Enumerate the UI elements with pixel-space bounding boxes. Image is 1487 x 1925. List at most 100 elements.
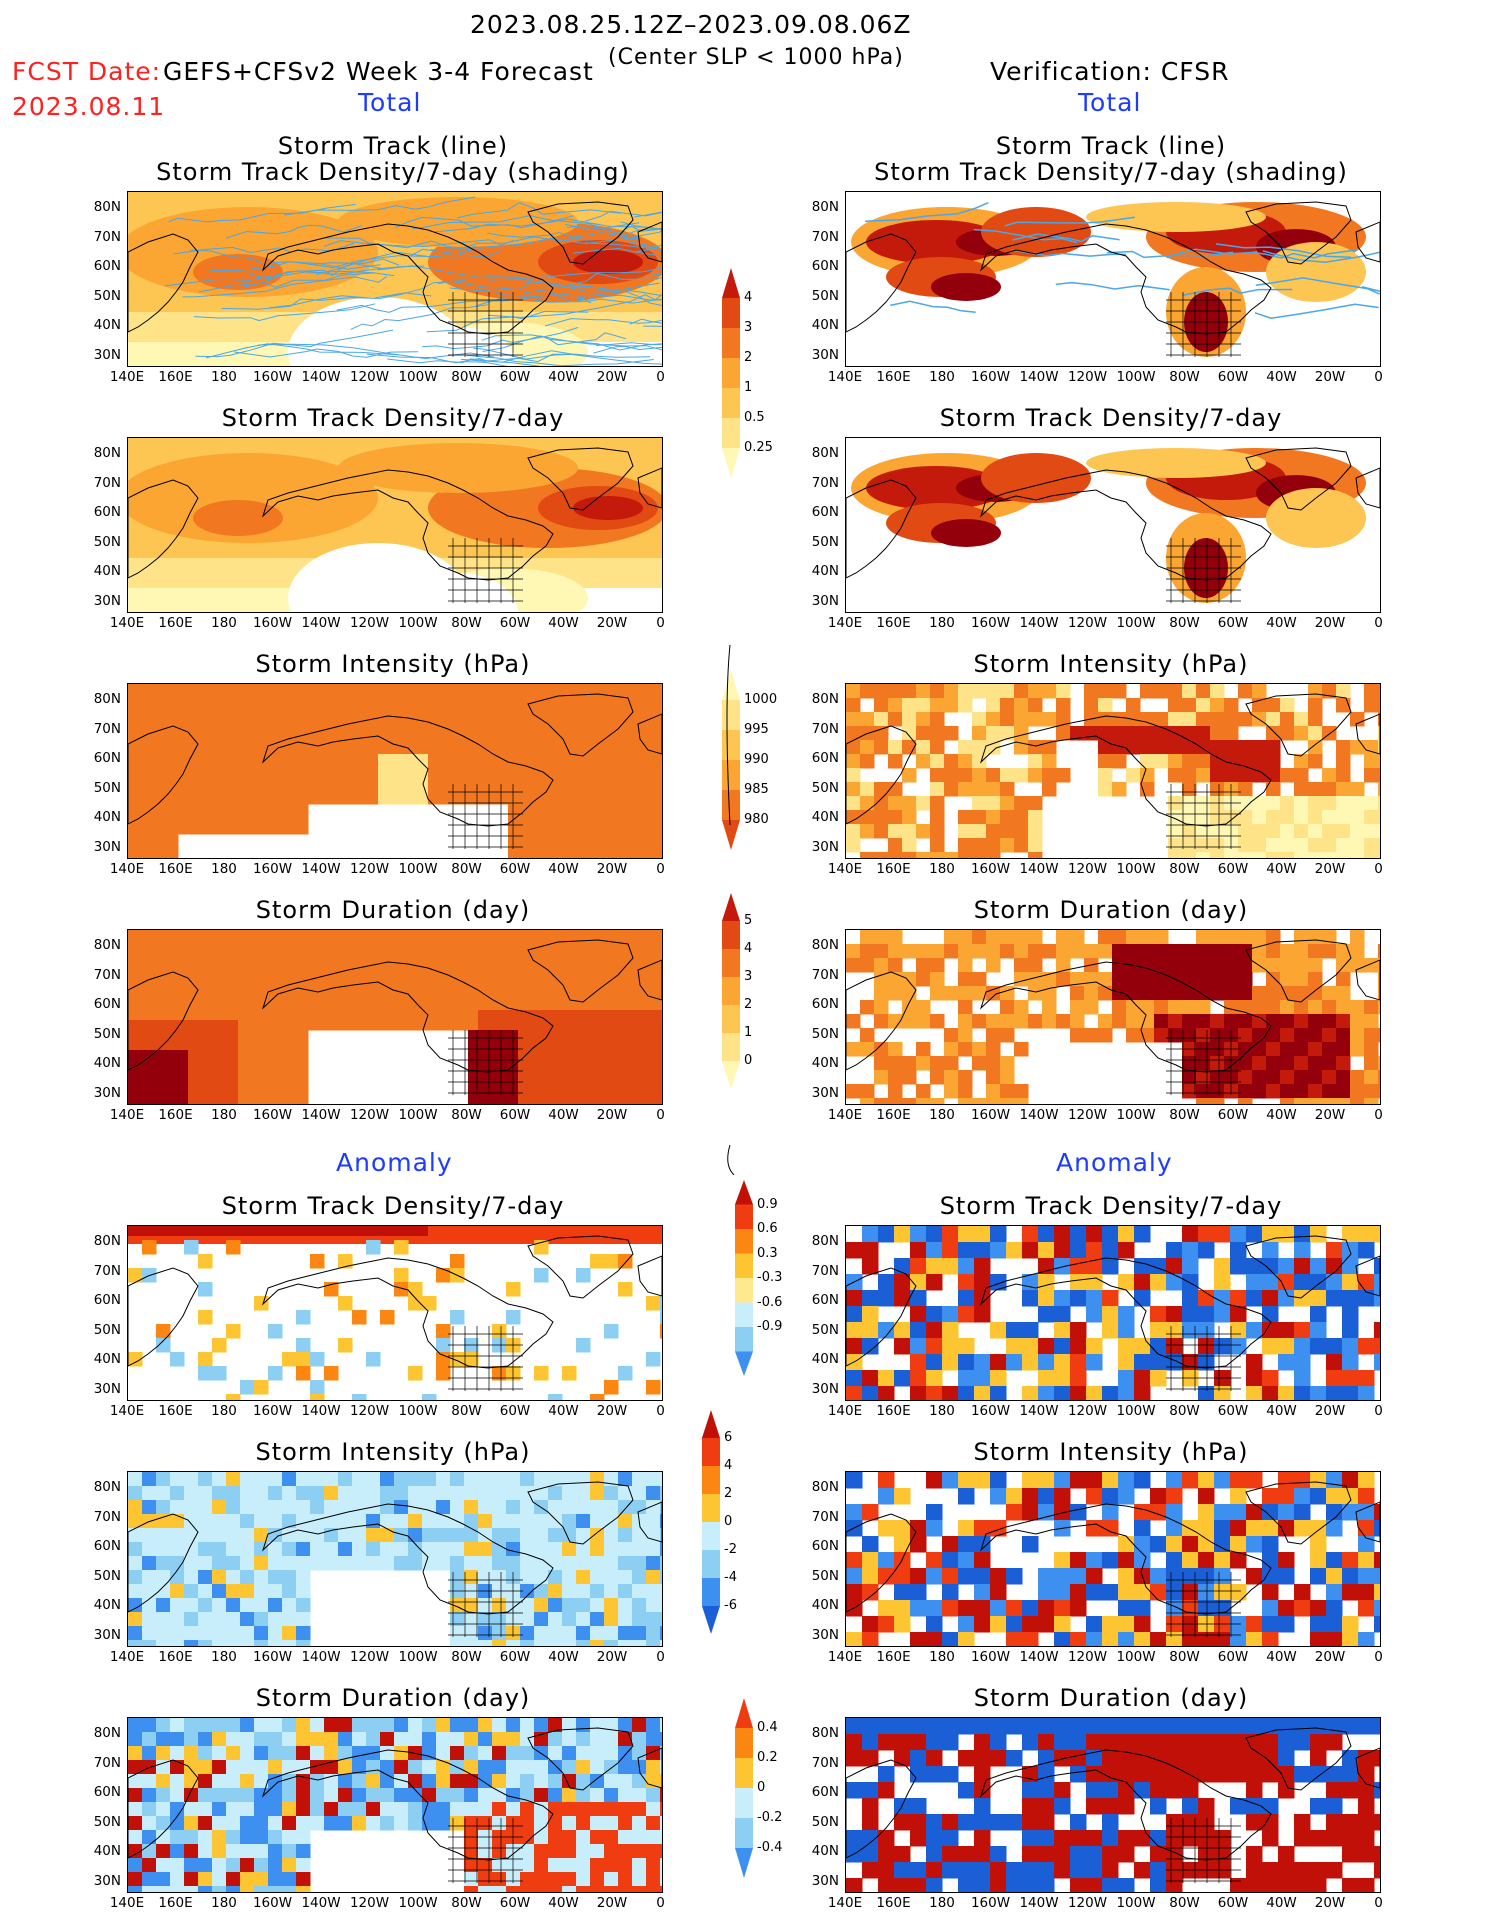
grid-cell xyxy=(1154,930,1169,945)
grid-cell xyxy=(1014,810,1029,825)
shading-region xyxy=(981,207,1091,257)
grid-cell xyxy=(972,824,987,839)
grid-cell xyxy=(1134,1370,1151,1387)
grid-cell xyxy=(1210,768,1225,783)
grid-cell xyxy=(874,824,889,839)
grid-cell xyxy=(156,1338,171,1353)
grid-cell xyxy=(1196,1028,1211,1043)
lon-label: 0 xyxy=(1374,1107,1383,1123)
grid-cell xyxy=(874,810,889,825)
grid-cell xyxy=(1086,1488,1103,1505)
colorbar-density-anom xyxy=(733,1180,755,1382)
grid-cell xyxy=(990,1862,1007,1879)
grid-cell xyxy=(1196,726,1211,741)
grid-cell xyxy=(548,1760,563,1775)
grid-cell xyxy=(846,824,861,839)
grid-cell xyxy=(878,1488,895,1505)
grid-cell xyxy=(1118,1226,1135,1243)
grid-cell xyxy=(258,804,269,815)
grid-cell xyxy=(508,744,519,755)
grid-cell xyxy=(1038,1766,1055,1783)
grid-cell xyxy=(288,1000,299,1011)
grid-cell xyxy=(1022,1226,1039,1243)
grid-cell xyxy=(254,1542,269,1557)
grid-cell xyxy=(1038,1386,1055,1400)
grid-cell xyxy=(562,1612,577,1627)
coastline xyxy=(527,1727,634,1791)
grid-cell xyxy=(1336,754,1351,769)
coastline xyxy=(846,725,917,825)
grid-cell xyxy=(618,1886,633,1892)
lat-label: 60N xyxy=(811,1784,839,1800)
grid-cell xyxy=(538,1040,549,1051)
grid-cell xyxy=(498,784,509,795)
grid-cell xyxy=(1154,972,1169,987)
grid-cell xyxy=(366,1240,381,1255)
grid-cell xyxy=(198,764,209,775)
grid-cell xyxy=(1374,1782,1380,1799)
grid-cell xyxy=(498,1040,509,1051)
grid-cell xyxy=(1140,782,1155,797)
grid-cell xyxy=(254,1830,269,1845)
grid-cell xyxy=(498,1020,509,1031)
grid-cell xyxy=(218,980,229,991)
grid-cell xyxy=(156,1788,171,1803)
grid-cell xyxy=(1238,754,1253,769)
grid-cell xyxy=(926,1766,943,1783)
grid-cell xyxy=(188,970,199,981)
grid-cell xyxy=(638,1000,649,1011)
grid-cell xyxy=(1224,754,1239,769)
grid-cell xyxy=(498,980,509,991)
grid-cell xyxy=(156,1584,171,1599)
grid-cell xyxy=(1118,1782,1135,1799)
grid-cell xyxy=(380,1500,395,1515)
grid-cell xyxy=(278,764,289,775)
grid-cell xyxy=(338,684,349,695)
grid-cell xyxy=(1210,930,1225,945)
grid-cell xyxy=(1182,1798,1199,1815)
grid-cell xyxy=(288,734,299,745)
grid-cell xyxy=(184,1640,199,1646)
grid-cell xyxy=(874,972,889,987)
grid-cell xyxy=(278,1000,289,1011)
grid-cell xyxy=(916,972,931,987)
grid-cell xyxy=(1238,1056,1253,1071)
grid-cell xyxy=(1126,1014,1141,1029)
grid-cell xyxy=(878,1878,895,1892)
grid-cell xyxy=(658,930,662,941)
grid-cell xyxy=(218,714,229,725)
grid-cell xyxy=(128,1886,143,1892)
grid-cell xyxy=(1118,1472,1135,1489)
grid-cell xyxy=(1086,1338,1103,1355)
grid-cell xyxy=(508,734,519,745)
lat-label: 70N xyxy=(93,228,121,245)
grid-cell xyxy=(438,724,449,735)
grid-cell xyxy=(548,1100,559,1104)
grid-cell xyxy=(1294,1472,1311,1489)
grid-cell xyxy=(1294,1274,1311,1291)
grid-cell xyxy=(310,1774,325,1789)
lon-label: 20W xyxy=(1314,1895,1346,1911)
grid-cell xyxy=(628,1090,639,1101)
grid-cell xyxy=(128,754,139,765)
grid-cell xyxy=(1214,1718,1231,1735)
grid-cell xyxy=(942,1632,959,1646)
grid-cell xyxy=(188,930,199,941)
grid-cell xyxy=(388,930,399,941)
coastline xyxy=(637,467,662,509)
grid-cell xyxy=(298,960,309,971)
lat-label: 70N xyxy=(93,1262,121,1279)
lon-label: 60W xyxy=(1217,615,1249,631)
grid-cell xyxy=(1308,958,1323,973)
grid-cell xyxy=(942,1734,959,1751)
grid-cell xyxy=(548,1020,559,1031)
grid-cell xyxy=(1326,1386,1343,1400)
grid-cell xyxy=(1364,796,1379,811)
grid-cell xyxy=(576,1528,591,1543)
grid-cell xyxy=(338,970,349,981)
grid-cell xyxy=(338,724,349,735)
grid-cell xyxy=(1310,1322,1327,1339)
grid-cell xyxy=(498,774,509,785)
grid-cell xyxy=(168,774,179,785)
grid-cell xyxy=(464,1872,479,1887)
